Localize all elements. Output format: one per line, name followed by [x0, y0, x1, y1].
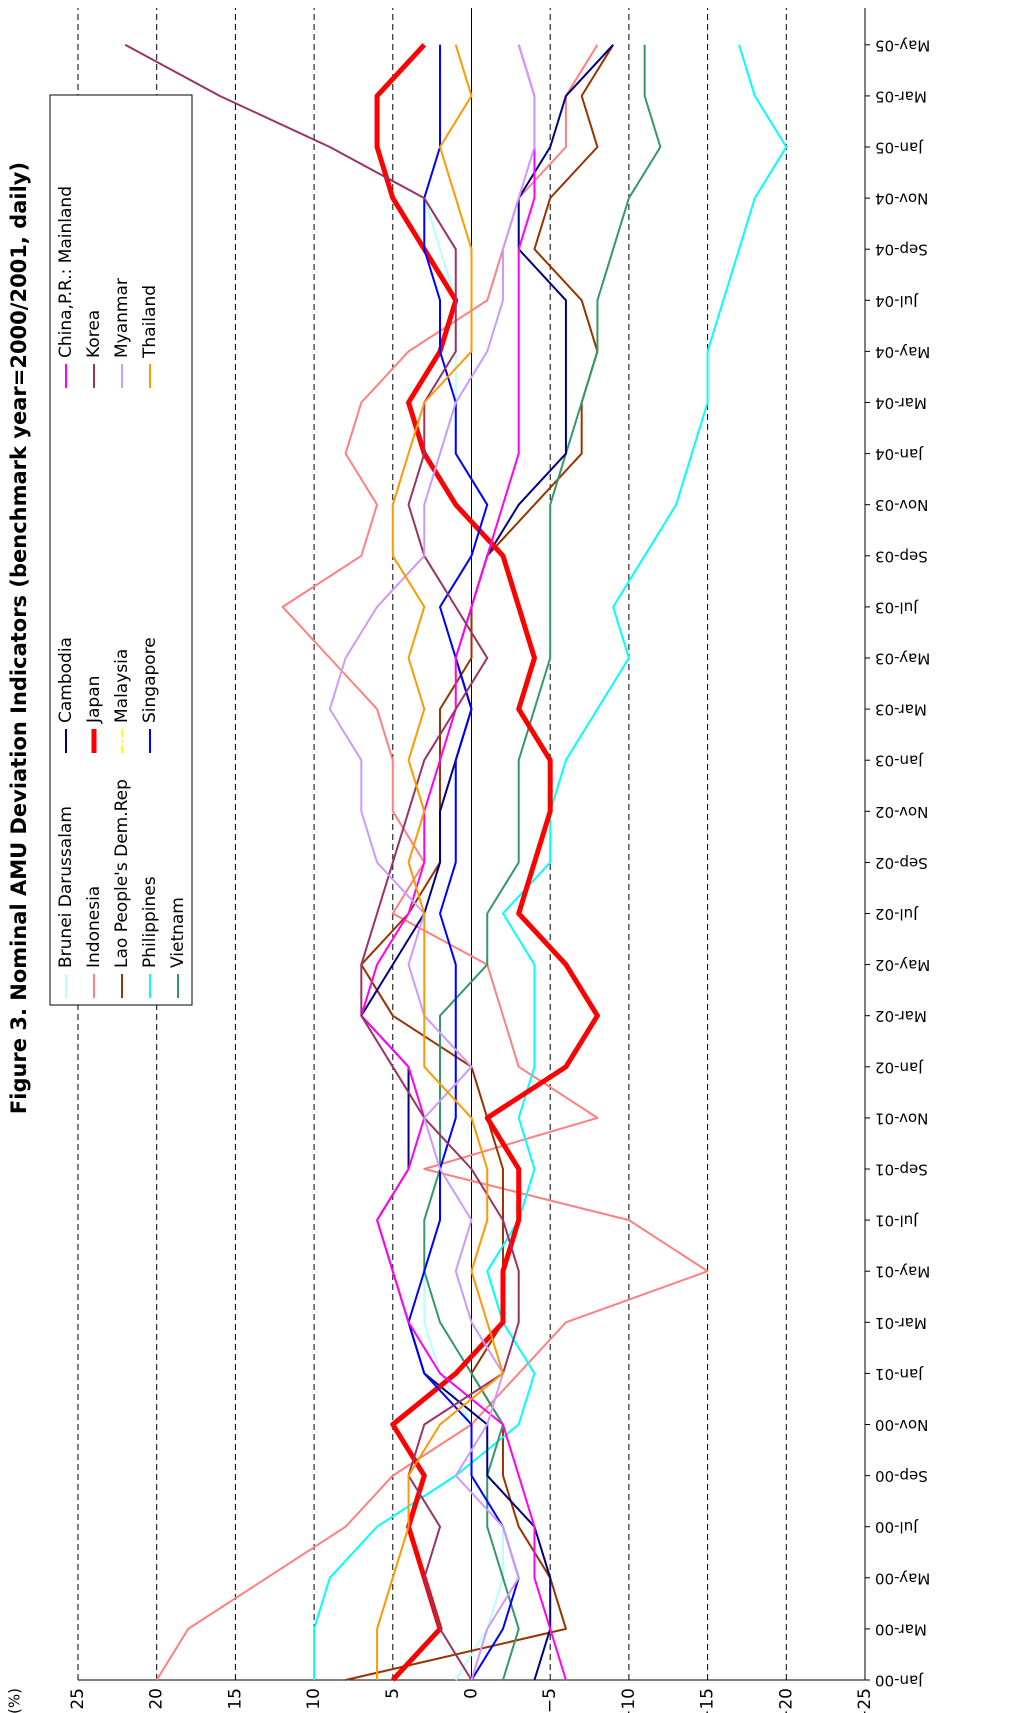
- x-tick-label: Jan-02: [875, 1058, 924, 1076]
- series-line: [313, 44, 788, 1680]
- x-tick-label: May-05: [875, 36, 930, 54]
- x-tick-label: Nov-02: [875, 803, 928, 821]
- x-tick-label: Sep-04: [875, 241, 928, 259]
- rotated-chart: Figure 3. Nominal AMU Deviation Indicato…: [6, 8, 930, 1713]
- x-tick-label: Sep-03: [875, 547, 928, 565]
- series-line: [423, 44, 662, 1681]
- series-line: [407, 44, 520, 1681]
- y-tick-label: −25: [855, 1688, 875, 1713]
- x-tick-label: May-03: [875, 650, 930, 668]
- x-tick-label: Mar-05: [875, 87, 927, 105]
- series-line: [376, 44, 504, 1680]
- x-tick-label: Nov-03: [875, 496, 928, 514]
- y-tick-label: −5: [540, 1688, 560, 1713]
- x-tick-label: Jan-01: [875, 1365, 924, 1383]
- x-tick-label: Jul-00: [875, 1518, 919, 1536]
- series-line: [345, 44, 615, 1681]
- y-tick-label: −15: [698, 1688, 718, 1713]
- chart-title: Figure 3. Nominal AMU Deviation Indicato…: [7, 162, 31, 1114]
- y-tick-label: 10: [304, 1688, 324, 1710]
- series-line: [155, 44, 709, 1681]
- x-tick-label: Nov-00: [875, 1416, 928, 1434]
- legend-label: Myanmar: [112, 278, 132, 358]
- x-tick-label: Jul-04: [875, 292, 919, 310]
- x-tick-label: Jul-03: [875, 598, 919, 616]
- legend-label: Lao People's Dem.Rep: [112, 779, 132, 968]
- legend-box: [49, 94, 193, 1006]
- series-line: [360, 44, 614, 1681]
- x-tick-label: Sep-00: [875, 1467, 928, 1485]
- legend-label: Japan: [84, 676, 104, 724]
- legend-label: Philippines: [140, 876, 160, 968]
- legend-label: Indonesia: [84, 886, 104, 968]
- x-tick-label: May-04: [875, 343, 930, 361]
- y-tick-label: 15: [225, 1688, 245, 1710]
- series-line: [360, 44, 567, 1681]
- x-tick-label: Mar-01: [875, 1314, 927, 1332]
- y-tick-label: 20: [147, 1688, 167, 1710]
- x-tick-label: Sep-01: [875, 1161, 928, 1179]
- x-tick-label: May-01: [875, 1263, 930, 1281]
- x-tick-label: Mar-03: [875, 701, 927, 719]
- x-tick-label: Mar-02: [875, 1007, 927, 1025]
- legend-label: Cambodia: [56, 637, 76, 723]
- x-tick-label: Jan-03: [875, 752, 924, 770]
- x-tick-label: Nov-01: [875, 1109, 928, 1127]
- x-tick-label: Jul-02: [875, 905, 919, 923]
- series-line: [374, 43, 600, 1682]
- x-tick-label: Jul-01: [875, 1212, 919, 1230]
- legend-label: Vietnam: [168, 897, 188, 968]
- x-tick-label: Jan-05: [875, 139, 924, 157]
- x-tick-label: May-00: [875, 1569, 930, 1587]
- y-tick-label: 0: [462, 1688, 482, 1699]
- y-tick-label: 5: [383, 1688, 403, 1699]
- x-tick-label: May-02: [875, 956, 930, 974]
- legend-label: Malaysia: [112, 649, 132, 723]
- legend-label: Thailand: [140, 285, 160, 359]
- legend-label: China,P.R.: Mainland: [56, 186, 76, 358]
- series-line: [328, 44, 536, 1681]
- y-tick-label: −10: [619, 1688, 639, 1713]
- series-line: [124, 43, 520, 1681]
- x-tick-label: Mar-00: [875, 1620, 927, 1638]
- legend-label: Brunei Darussalam: [56, 806, 76, 968]
- legend-label: Korea: [84, 310, 104, 358]
- x-tick-label: Jan-04: [875, 445, 924, 463]
- y-axis-label: (%): [6, 1688, 24, 1713]
- y-tick-label: −20: [776, 1688, 796, 1713]
- legend-label: Singapore: [140, 637, 160, 723]
- x-tick-label: Jan-00: [875, 1672, 924, 1690]
- y-tick-label: 25: [68, 1688, 88, 1710]
- x-tick-label: Nov-04: [875, 190, 928, 208]
- x-tick-label: Mar-04: [875, 394, 927, 412]
- x-tick-label: Sep-02: [875, 854, 928, 872]
